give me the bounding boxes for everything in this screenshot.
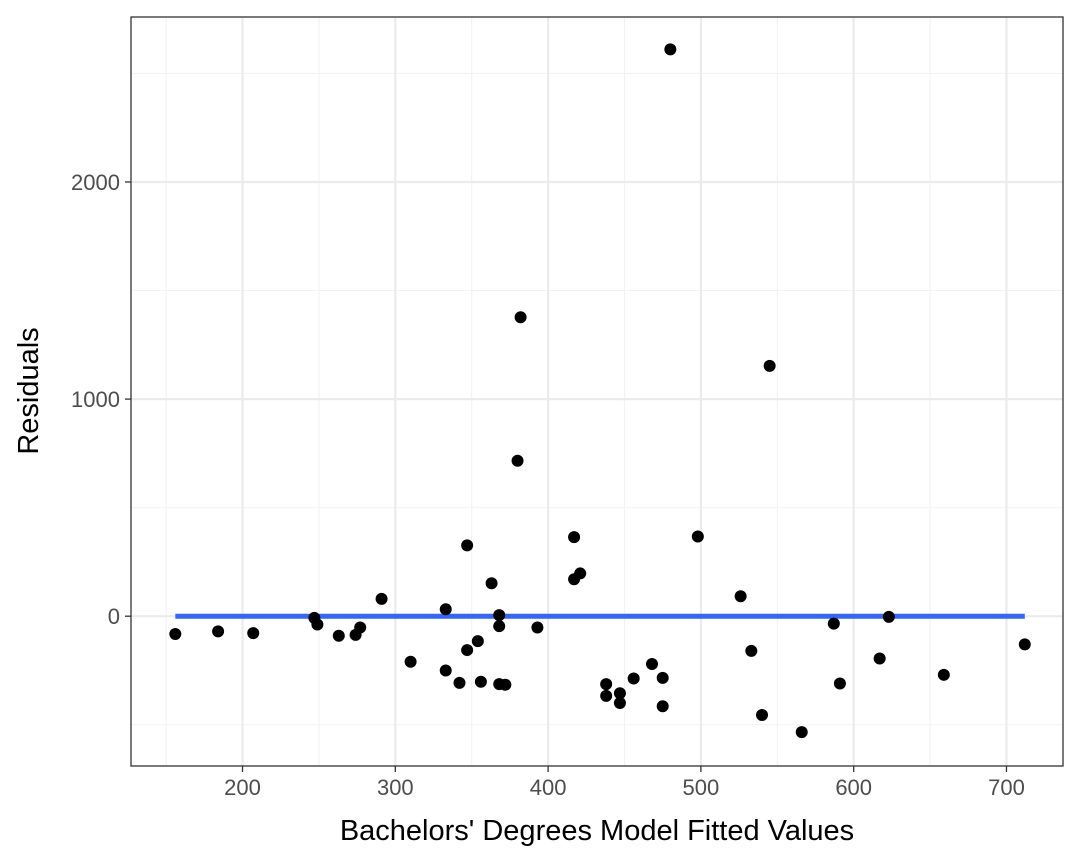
- data-point: [212, 625, 225, 638]
- x-tick-label: 400: [530, 775, 567, 800]
- y-tick-label: 1000: [71, 387, 120, 412]
- x-tick-label: 600: [835, 775, 872, 800]
- data-point: [311, 618, 324, 631]
- x-tick-label: 300: [377, 775, 414, 800]
- data-point: [600, 689, 613, 702]
- data-point: [439, 664, 452, 677]
- data-point: [646, 657, 659, 670]
- y-axis-title: Residuals: [13, 327, 45, 454]
- data-point: [664, 43, 677, 56]
- data-point: [471, 635, 484, 648]
- data-point: [613, 697, 626, 710]
- data-point: [873, 652, 886, 665]
- data-point: [937, 668, 950, 681]
- data-point: [247, 627, 260, 640]
- data-point: [485, 577, 498, 590]
- data-point: [453, 676, 466, 689]
- data-point: [833, 677, 846, 690]
- data-point: [514, 311, 527, 324]
- data-point: [354, 621, 367, 634]
- data-point: [461, 644, 474, 657]
- panel-border: [130, 16, 1064, 767]
- data-point: [613, 687, 626, 700]
- data-point: [795, 726, 808, 739]
- data-point: [734, 590, 747, 603]
- y-tick-label: 2000: [71, 170, 120, 195]
- data-point: [499, 678, 512, 691]
- data-point: [531, 621, 544, 634]
- data-point: [656, 700, 669, 713]
- data-point: [756, 708, 769, 721]
- minor-gridlines: [131, 17, 1063, 766]
- data-point: [332, 629, 345, 642]
- data-point: [763, 359, 776, 372]
- data-point: [439, 603, 452, 616]
- x-tick-label: 700: [988, 775, 1025, 800]
- data-point: [827, 617, 840, 630]
- data-point: [375, 592, 388, 605]
- data-point: [169, 628, 182, 641]
- data-point: [568, 531, 581, 544]
- data-point: [574, 567, 587, 580]
- data-point: [627, 672, 640, 685]
- data-point: [493, 620, 506, 633]
- x-axis-title: Bachelors' Degrees Model Fitted Values: [340, 815, 854, 847]
- panel-background: [131, 17, 1063, 766]
- data-point: [600, 678, 613, 691]
- data-point: [493, 609, 506, 622]
- data-point: [1018, 638, 1031, 651]
- x-axis: 200 300 400 500 600 700: [224, 766, 1025, 800]
- data-point: [404, 655, 417, 668]
- data-point: [656, 671, 669, 684]
- y-tick-label: 0: [108, 604, 120, 629]
- data-point: [474, 675, 487, 688]
- data-point: [461, 539, 474, 552]
- x-tick-label: 500: [683, 775, 720, 800]
- data-points: [169, 43, 1031, 739]
- x-tick-label: 200: [224, 775, 261, 800]
- data-point: [691, 530, 704, 543]
- data-point: [511, 454, 524, 467]
- data-point: [745, 644, 758, 657]
- y-axis: 0 1000 2000: [71, 170, 131, 629]
- data-point: [882, 610, 895, 623]
